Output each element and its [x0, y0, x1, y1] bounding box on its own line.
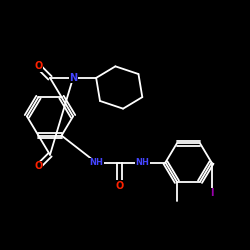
Text: NH: NH [135, 158, 149, 167]
Text: O: O [115, 180, 123, 190]
Text: O: O [34, 61, 42, 71]
Text: O: O [34, 161, 42, 171]
Text: N: N [69, 73, 77, 83]
Text: I: I [210, 188, 213, 198]
Text: NH: NH [89, 158, 103, 167]
